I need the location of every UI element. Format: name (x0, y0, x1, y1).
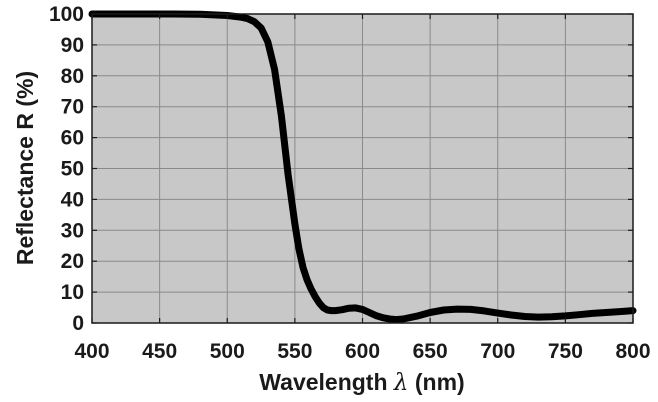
y-tick-label: 60 (61, 127, 84, 150)
x-axis-label: Wavelength λ (nm) (259, 369, 464, 396)
x-tick-label: 750 (548, 340, 583, 363)
y-tick-label: 10 (61, 281, 84, 304)
x-tick-label: 500 (210, 340, 245, 363)
y-tick-label: 90 (61, 34, 84, 57)
y-tick-label: 30 (61, 219, 84, 242)
x-tick-labels: 400 450 500 550 600 650 700 750 800 (74, 340, 650, 363)
reflectance-series-line (88, 10, 637, 324)
y-tick-label: 100 (49, 3, 84, 26)
y-tick-label: 40 (61, 188, 84, 211)
x-tick-label: 550 (277, 340, 312, 363)
y-axis-label: Reflectance R (%) (12, 71, 38, 265)
y-tick-labels: 0 10 20 30 40 50 60 70 80 90 100 (49, 3, 84, 335)
x-tick-label: 400 (74, 340, 109, 363)
y-tick-label: 50 (61, 158, 84, 181)
x-tick-label: 700 (480, 340, 515, 363)
y-tick-label: 70 (61, 96, 84, 119)
x-tick-label: 800 (615, 340, 650, 363)
x-tick-label: 650 (413, 340, 448, 363)
x-tick-label: 450 (142, 340, 177, 363)
y-tick-label: 20 (61, 250, 84, 273)
y-tick-label: 0 (72, 312, 84, 335)
y-tick-label: 80 (61, 65, 84, 88)
tick-marks (91, 13, 634, 324)
x-tick-label: 600 (345, 340, 380, 363)
grid-lines (92, 14, 633, 323)
x-axis-label-unit: (nm) (408, 369, 464, 395)
lambda-symbol: λ (393, 370, 409, 396)
x-axis-label-text: Wavelength (259, 369, 394, 395)
